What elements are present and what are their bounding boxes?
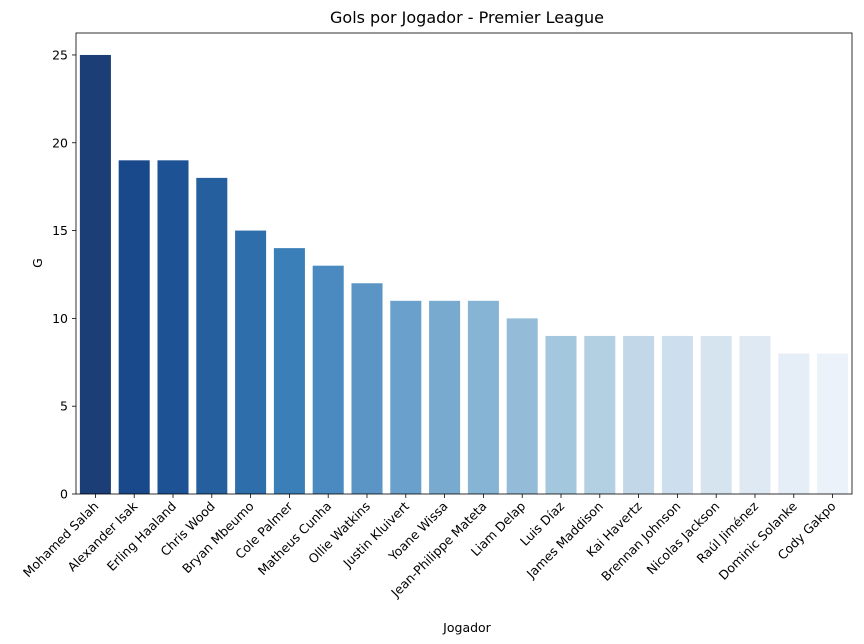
y-tick-label: 20: [52, 135, 68, 150]
bar-3: [157, 160, 189, 495]
bar-9: [390, 300, 422, 494]
x-tick-label: Alexander Isak: [64, 498, 140, 574]
bar-18: [739, 335, 771, 494]
y-axis-label: G: [30, 258, 45, 268]
y-tick-label: 15: [52, 223, 68, 238]
plot-frame: [75, 32, 853, 495]
bar-7: [312, 265, 344, 494]
bar-17: [700, 335, 732, 494]
bar-15: [623, 335, 655, 494]
bar-14: [584, 335, 616, 494]
bar-6: [273, 248, 305, 494]
bar-16: [661, 335, 693, 494]
chart-title: Gols por Jogador - Premier League: [330, 8, 604, 27]
bar-19: [778, 353, 810, 494]
bar-20: [817, 353, 849, 494]
y-tick-label: 0: [60, 487, 68, 502]
bar-2: [118, 160, 150, 495]
x-axis-label: Jogador: [442, 620, 492, 635]
bar-11: [467, 300, 499, 494]
bar-5: [235, 230, 267, 495]
bar-4: [196, 177, 228, 494]
bar-12: [506, 318, 538, 494]
bar-8: [351, 283, 383, 494]
y-tick-label: 10: [52, 311, 68, 326]
bars-group: [79, 54, 849, 495]
y-axis: 0 5 10 15 20 25: [52, 47, 76, 502]
y-tick-label: 25: [52, 47, 68, 62]
y-tick-label: 5: [60, 399, 68, 414]
bar-13: [545, 335, 577, 494]
bar-1: [79, 54, 111, 494]
bar-10: [429, 300, 461, 494]
x-tick-label: Erling Haaland: [104, 499, 179, 574]
x-tick-label: Justin Kluivert: [339, 498, 412, 571]
